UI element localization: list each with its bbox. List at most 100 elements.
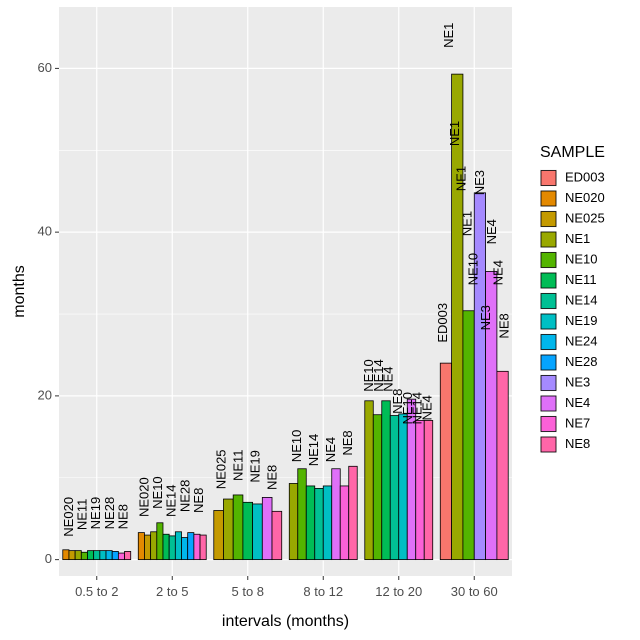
x-tick-label: 12 to 20 bbox=[375, 584, 422, 599]
legend-label-ed003: ED003 bbox=[565, 169, 605, 184]
legend-label-ne11: NE11 bbox=[565, 272, 597, 287]
data-label: NE4 bbox=[419, 395, 434, 420]
data-label: NE4 bbox=[484, 219, 499, 244]
y-axis-title: months bbox=[11, 265, 28, 317]
data-label: NE10 bbox=[400, 392, 415, 425]
bar-ne11 bbox=[87, 550, 95, 561]
data-label: NE3 bbox=[472, 170, 487, 195]
bar-ne8 bbox=[271, 510, 283, 561]
data-label: NE1 bbox=[447, 121, 462, 146]
legend-label-ne3: NE3 bbox=[565, 374, 590, 389]
legend: SAMPLE ED003 NE020 NE025 NE1 NE10 NE11 NE14 NE1… bbox=[540, 144, 605, 453]
legend-label-ne1: NE1 bbox=[565, 231, 590, 246]
data-label: NE28 bbox=[102, 497, 117, 530]
data-label: NE8 bbox=[497, 313, 512, 338]
legend-label-ne14: NE14 bbox=[565, 292, 598, 307]
y-tick-label: 20 bbox=[38, 387, 52, 402]
legend-swatch-ne19 bbox=[540, 313, 557, 330]
bar-ne020 bbox=[62, 549, 70, 561]
bar-ne24 bbox=[105, 550, 113, 561]
legend-swatch-ne14 bbox=[540, 293, 557, 309]
legend-label-ne4: NE4 bbox=[565, 395, 590, 410]
x-tick-label: 5 to 8 bbox=[231, 584, 264, 599]
data-label: NE4 bbox=[490, 260, 505, 285]
data-label: ED003 bbox=[435, 303, 450, 343]
legend-label-ne28: NE28 bbox=[565, 354, 598, 369]
bar-ne28 bbox=[111, 551, 119, 561]
grid-lines bbox=[59, 7, 512, 576]
legend-label-ne025: NE025 bbox=[565, 210, 605, 225]
bar-ne10 bbox=[297, 468, 307, 561]
bar-ne025 bbox=[68, 550, 76, 561]
data-label: NE14 bbox=[306, 434, 321, 467]
bar-ne1 bbox=[288, 483, 299, 561]
bar-ne19 bbox=[252, 503, 263, 561]
legend-swatch-ne28 bbox=[540, 354, 557, 371]
data-label: NE10 bbox=[361, 359, 376, 392]
y-tick-label: 0 bbox=[45, 551, 52, 566]
bar-ne025 bbox=[144, 534, 152, 561]
x-axis-title: intervals (months) bbox=[222, 613, 349, 630]
bar-ne11 bbox=[305, 485, 316, 561]
bar-ne11 bbox=[381, 400, 391, 561]
bar-ne8 bbox=[496, 370, 509, 561]
y-tick-label: 60 bbox=[38, 60, 52, 75]
bar-ne8 bbox=[423, 420, 434, 561]
legend-swatch-ne7 bbox=[540, 416, 557, 432]
legend-swatch-ed003 bbox=[540, 170, 557, 186]
bar-ne10 bbox=[80, 551, 88, 561]
legend-label-ne020: NE020 bbox=[565, 190, 605, 205]
data-label: NE14 bbox=[164, 485, 179, 518]
bar-ne19 bbox=[398, 413, 408, 561]
legend-swatch-ne3 bbox=[540, 375, 557, 391]
legend-label-ne24: NE24 bbox=[565, 333, 598, 348]
bar-ne19 bbox=[174, 531, 182, 561]
data-label: NE11 bbox=[75, 499, 90, 531]
bar-ne8 bbox=[199, 534, 207, 561]
data-label: NE8 bbox=[191, 488, 206, 513]
data-label: NE8 bbox=[390, 389, 405, 414]
data-label: NE8 bbox=[265, 465, 280, 490]
bar-ne4 bbox=[261, 497, 273, 561]
bar-ne1 bbox=[223, 498, 234, 561]
data-label: NE3 bbox=[478, 305, 493, 330]
bar-ne020 bbox=[137, 532, 145, 561]
bar-ne14 bbox=[389, 415, 400, 561]
bar-ne14 bbox=[314, 487, 324, 561]
data-label: NE025 bbox=[214, 449, 229, 489]
x-tick-label: 2 to 5 bbox=[156, 584, 189, 599]
legend-label-ne8: NE8 bbox=[565, 436, 590, 451]
bar-ne7 bbox=[193, 533, 201, 561]
bar-ne10 bbox=[232, 494, 244, 561]
plot-panel bbox=[59, 7, 512, 576]
bar-ne11 bbox=[162, 533, 170, 561]
x-tick-label: 0.5 to 2 bbox=[75, 584, 118, 599]
legend-swatch-ne24 bbox=[540, 334, 557, 350]
data-label: NE1 bbox=[453, 166, 468, 191]
bar-ne11 bbox=[242, 501, 254, 561]
x-tick-label: 8 to 12 bbox=[303, 584, 343, 599]
data-label: NE14 bbox=[410, 392, 425, 425]
bar-ne19 bbox=[322, 485, 333, 561]
bar-ne10 bbox=[462, 310, 475, 561]
data-label: NE8 bbox=[340, 430, 355, 455]
bar-ne28 bbox=[187, 532, 195, 561]
legend-swatch-ne1 bbox=[540, 231, 557, 248]
data-label: NE10 bbox=[150, 476, 165, 509]
bar-ne4 bbox=[331, 468, 341, 561]
bar-ne7 bbox=[415, 420, 425, 561]
legend-swatch-ne4 bbox=[540, 395, 557, 412]
legend-label-ne10: NE10 bbox=[565, 251, 598, 266]
legend-label-ne7: NE7 bbox=[565, 415, 590, 430]
data-label: NE11 bbox=[231, 449, 246, 481]
bar-ne1 bbox=[364, 400, 374, 561]
data-label: NE10 bbox=[466, 253, 481, 286]
legend-label-ne19: NE19 bbox=[565, 313, 598, 328]
axes: 0 20 40 60 0.5 to 2 2 to 5 5 to 8 8 to 12 12 to … bbox=[38, 60, 498, 599]
data-label: NE14 bbox=[371, 359, 386, 392]
legend-swatch-ne10 bbox=[540, 252, 557, 268]
data-label: NE19 bbox=[88, 497, 103, 530]
bar-ne19 bbox=[99, 550, 107, 561]
bar-ne10 bbox=[156, 522, 164, 561]
